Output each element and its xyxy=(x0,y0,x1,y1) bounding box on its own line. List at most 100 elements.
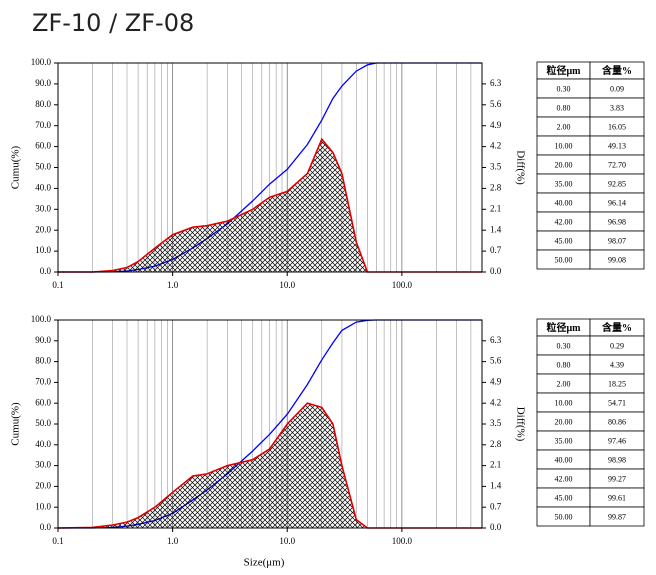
table-cell-text: 0.80 xyxy=(557,103,571,112)
y-tick-label: 50.0 xyxy=(35,418,51,428)
x-tick-label: 100.0 xyxy=(392,536,413,546)
y-axis-label: Cumu(%) xyxy=(10,402,22,446)
x-tick-label: 1.0 xyxy=(167,280,179,290)
table-cell-text: 50.00 xyxy=(555,255,573,264)
y-tick-label: 60.0 xyxy=(35,141,51,151)
chart: 0.0 10.0 20.0 30.0 40.0 50.0 60.0 70.0 80.0 90.0 1… xyxy=(10,314,645,569)
y2-tick-label: 4.9 xyxy=(490,120,502,130)
table-cell-text: 50.00 xyxy=(555,512,573,521)
table-cell xyxy=(589,249,645,270)
table-cell-text: 72.70 xyxy=(608,160,626,169)
table-cell-text: 98.07 xyxy=(608,236,626,245)
series-line xyxy=(58,137,482,273)
y2-tick-label: 1.4 xyxy=(490,480,502,490)
y-tick-label: 100.0 xyxy=(31,314,52,324)
table-cell-text: 16.05 xyxy=(608,122,626,131)
diff-area xyxy=(58,403,482,528)
y-tick-label: 20.0 xyxy=(35,480,51,490)
x-tick-label: 10.0 xyxy=(279,280,295,290)
table-cell-text: 99.61 xyxy=(608,493,626,502)
table-cell-text: 0.29 xyxy=(610,341,624,350)
table-cell-text: 4.39 xyxy=(610,360,624,369)
table-cell-text: 2.00 xyxy=(557,379,571,388)
table-cell-text: 80.86 xyxy=(608,417,626,426)
table-cell-text: 40.00 xyxy=(555,455,573,464)
y2-tick-label: 5.6 xyxy=(490,99,502,109)
y-tick-label: 60.0 xyxy=(35,397,51,407)
y-tick-label: 10.0 xyxy=(35,245,51,255)
table-cell-text: 10.00 xyxy=(555,398,573,407)
y-tick-label: 20.0 xyxy=(35,224,51,234)
y-tick-label: 80.0 xyxy=(35,356,51,366)
y-tick-label: 70.0 xyxy=(35,120,51,130)
page-title: ZF-10 / ZF-08 xyxy=(32,9,194,37)
y2-tick-label: 0.7 xyxy=(490,501,502,511)
x-tick-label: 1.0 xyxy=(167,536,179,546)
table-cell-text: 49.13 xyxy=(608,141,626,150)
table-cell xyxy=(589,506,645,527)
table-cell-text: 92.85 xyxy=(608,179,626,188)
diff-area xyxy=(58,139,482,272)
y2-axis-label: Diff(%) xyxy=(514,150,526,185)
table-cell-text: 40.00 xyxy=(555,198,573,207)
y2-tick-label: 6.3 xyxy=(490,78,502,88)
table-cell-text: 42.00 xyxy=(555,217,573,226)
y-tick-label: 90.0 xyxy=(35,78,51,88)
table-cell-text: 0.30 xyxy=(557,84,571,93)
table-cell-text: 98.98 xyxy=(608,455,626,464)
table-cell-text: 18.25 xyxy=(608,379,626,388)
y2-tick-label: 0.7 xyxy=(490,245,502,255)
table-cell-text: 96.98 xyxy=(608,217,626,226)
y-tick-label: 30.0 xyxy=(35,460,51,470)
y2-tick-label: 3.5 xyxy=(490,162,502,172)
y-tick-label: 70.0 xyxy=(35,376,51,386)
table-cell-text: 54.71 xyxy=(608,398,626,407)
x-tick-label: 0.1 xyxy=(52,536,63,546)
table-cell-text: 0.09 xyxy=(610,84,624,93)
y2-tick-label: 3.5 xyxy=(490,418,502,428)
table-cell-text: 45.00 xyxy=(555,236,573,245)
y-tick-label: 30.0 xyxy=(35,203,51,213)
y-tick-label: 50.0 xyxy=(35,162,51,172)
table-cell-text: 0.80 xyxy=(557,360,571,369)
table-cell-text: 35.00 xyxy=(555,179,573,188)
x-tick-label: 100.0 xyxy=(392,280,413,290)
y2-tick-label: 2.8 xyxy=(490,439,502,449)
y2-tick-label: 2.1 xyxy=(490,460,501,470)
table-header: 粒径μm xyxy=(547,64,582,77)
y2-tick-label: 4.9 xyxy=(490,376,502,386)
chart: 0.0 10.0 20.0 30.0 40.0 50.0 60.0 70.0 80.0 90.0 1… xyxy=(10,57,645,290)
y-tick-label: 40.0 xyxy=(35,439,51,449)
y2-tick-label: 4.2 xyxy=(490,141,501,151)
y-tick-label: 40.0 xyxy=(35,182,51,192)
x-axis-label: Size(μm) xyxy=(244,557,285,569)
y2-tick-label: 2.8 xyxy=(490,182,502,192)
y2-tick-label: 0.0 xyxy=(490,266,502,276)
y2-tick-label: 1.4 xyxy=(490,224,502,234)
series-line xyxy=(57,402,482,529)
y-tick-label: 0.0 xyxy=(40,522,52,532)
table-cell-text: 0.30 xyxy=(557,341,571,350)
table-cell-text: 96.14 xyxy=(608,198,626,207)
table-header: 粒径μm xyxy=(547,321,582,334)
y-tick-label: 80.0 xyxy=(35,99,51,109)
table-cell-text: 99.87 xyxy=(608,512,626,521)
table-cell-text: 20.00 xyxy=(555,417,573,426)
y-tick-label: 90.0 xyxy=(35,335,51,345)
table-cell-text: 35.00 xyxy=(555,436,573,445)
table-header: 含量% xyxy=(602,64,632,77)
table-cell-text: 42.00 xyxy=(555,474,573,483)
y2-tick-label: 2.1 xyxy=(490,203,501,213)
table-cell-text: 99.27 xyxy=(608,474,626,483)
table-cell-text: 45.00 xyxy=(555,493,573,502)
y-tick-label: 0.0 xyxy=(40,266,52,276)
x-tick-label: 10.0 xyxy=(279,536,295,546)
table-cell-text: 97.46 xyxy=(608,436,626,445)
y2-axis-label: Diff(%) xyxy=(514,407,526,442)
table-cell-text: 10.00 xyxy=(555,141,573,150)
y-axis-label: Cumu(%) xyxy=(10,145,22,189)
table-cell-text: 99.08 xyxy=(608,255,626,264)
y2-tick-label: 6.3 xyxy=(490,335,502,345)
